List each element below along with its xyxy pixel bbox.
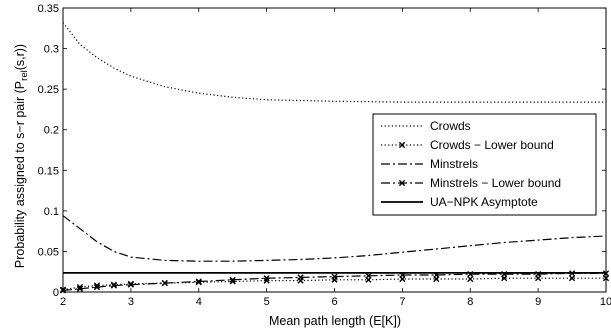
y-tick-label: 0.35 [38,3,59,15]
series-3-point [110,282,118,289]
series-1-point [568,275,576,282]
x-tick-label: 4 [196,296,202,308]
series-3-point [195,278,202,285]
legend: Crowds Crowds − Lower bound Minstrels Minst… [372,113,597,216]
y-tick-label: 0.3 [44,44,59,56]
x-tick-label: 9 [535,296,541,308]
legend-label-2: Minstrels [430,157,478,171]
x-axis-label: Mean path length (E[K]) [269,314,401,328]
x-tick-label: 2 [60,296,66,308]
series-3-point [229,276,236,283]
series-3-point [127,281,134,288]
series-3-point [161,279,168,287]
legend-label-4: UA−NPK Asymptote [430,195,538,209]
series-3-point [263,275,270,282]
legend-label-3: Minstrels − Lower bound [430,176,561,190]
series-3-point [331,273,338,280]
x-tick-label: 7 [399,296,405,308]
y-tick-label: 0.05 [38,246,59,258]
y-tick-label: 0.2 [44,125,59,137]
plot-layer [59,22,610,294]
series-3-point [365,272,372,279]
series-line-0 [62,22,606,103]
series-3-point [93,284,101,291]
y-tick-label: 0.1 [44,206,59,218]
y-tick-label: 0.25 [38,84,59,96]
series-3-point [297,274,304,281]
x-tick-label: 8 [467,296,473,308]
legend-label-1: Crowds − Lower bound [430,138,554,152]
legend-marker-3 [398,179,406,187]
x-tick-label: 3 [128,296,134,308]
legend-label-0: Crowds [430,119,471,133]
y-tick-label: 0 [53,287,59,299]
y-axis-label-tail: (s,r)) [13,44,27,70]
series-1-point [263,277,270,284]
series-line-2 [62,215,607,262]
series-1-point [467,275,474,283]
y-axis-label-subscript: rel [19,70,30,81]
y-tick-label: 0.15 [38,165,59,177]
axes-layer: 2 3 4 5 6 7 8 9 10 0 0.05 0.1 0.15 0.2 0.25 0.3 0.35 [38,3,611,308]
legend-marker-1 [398,141,406,149]
x-tick-label: 5 [264,296,270,308]
x-tick-label: 6 [331,296,337,308]
x-tick-label: 10 [600,296,611,308]
y-axis-label: Probability assigned to s−r pair (Prel(s… [13,44,30,268]
series-3-point [76,285,84,292]
